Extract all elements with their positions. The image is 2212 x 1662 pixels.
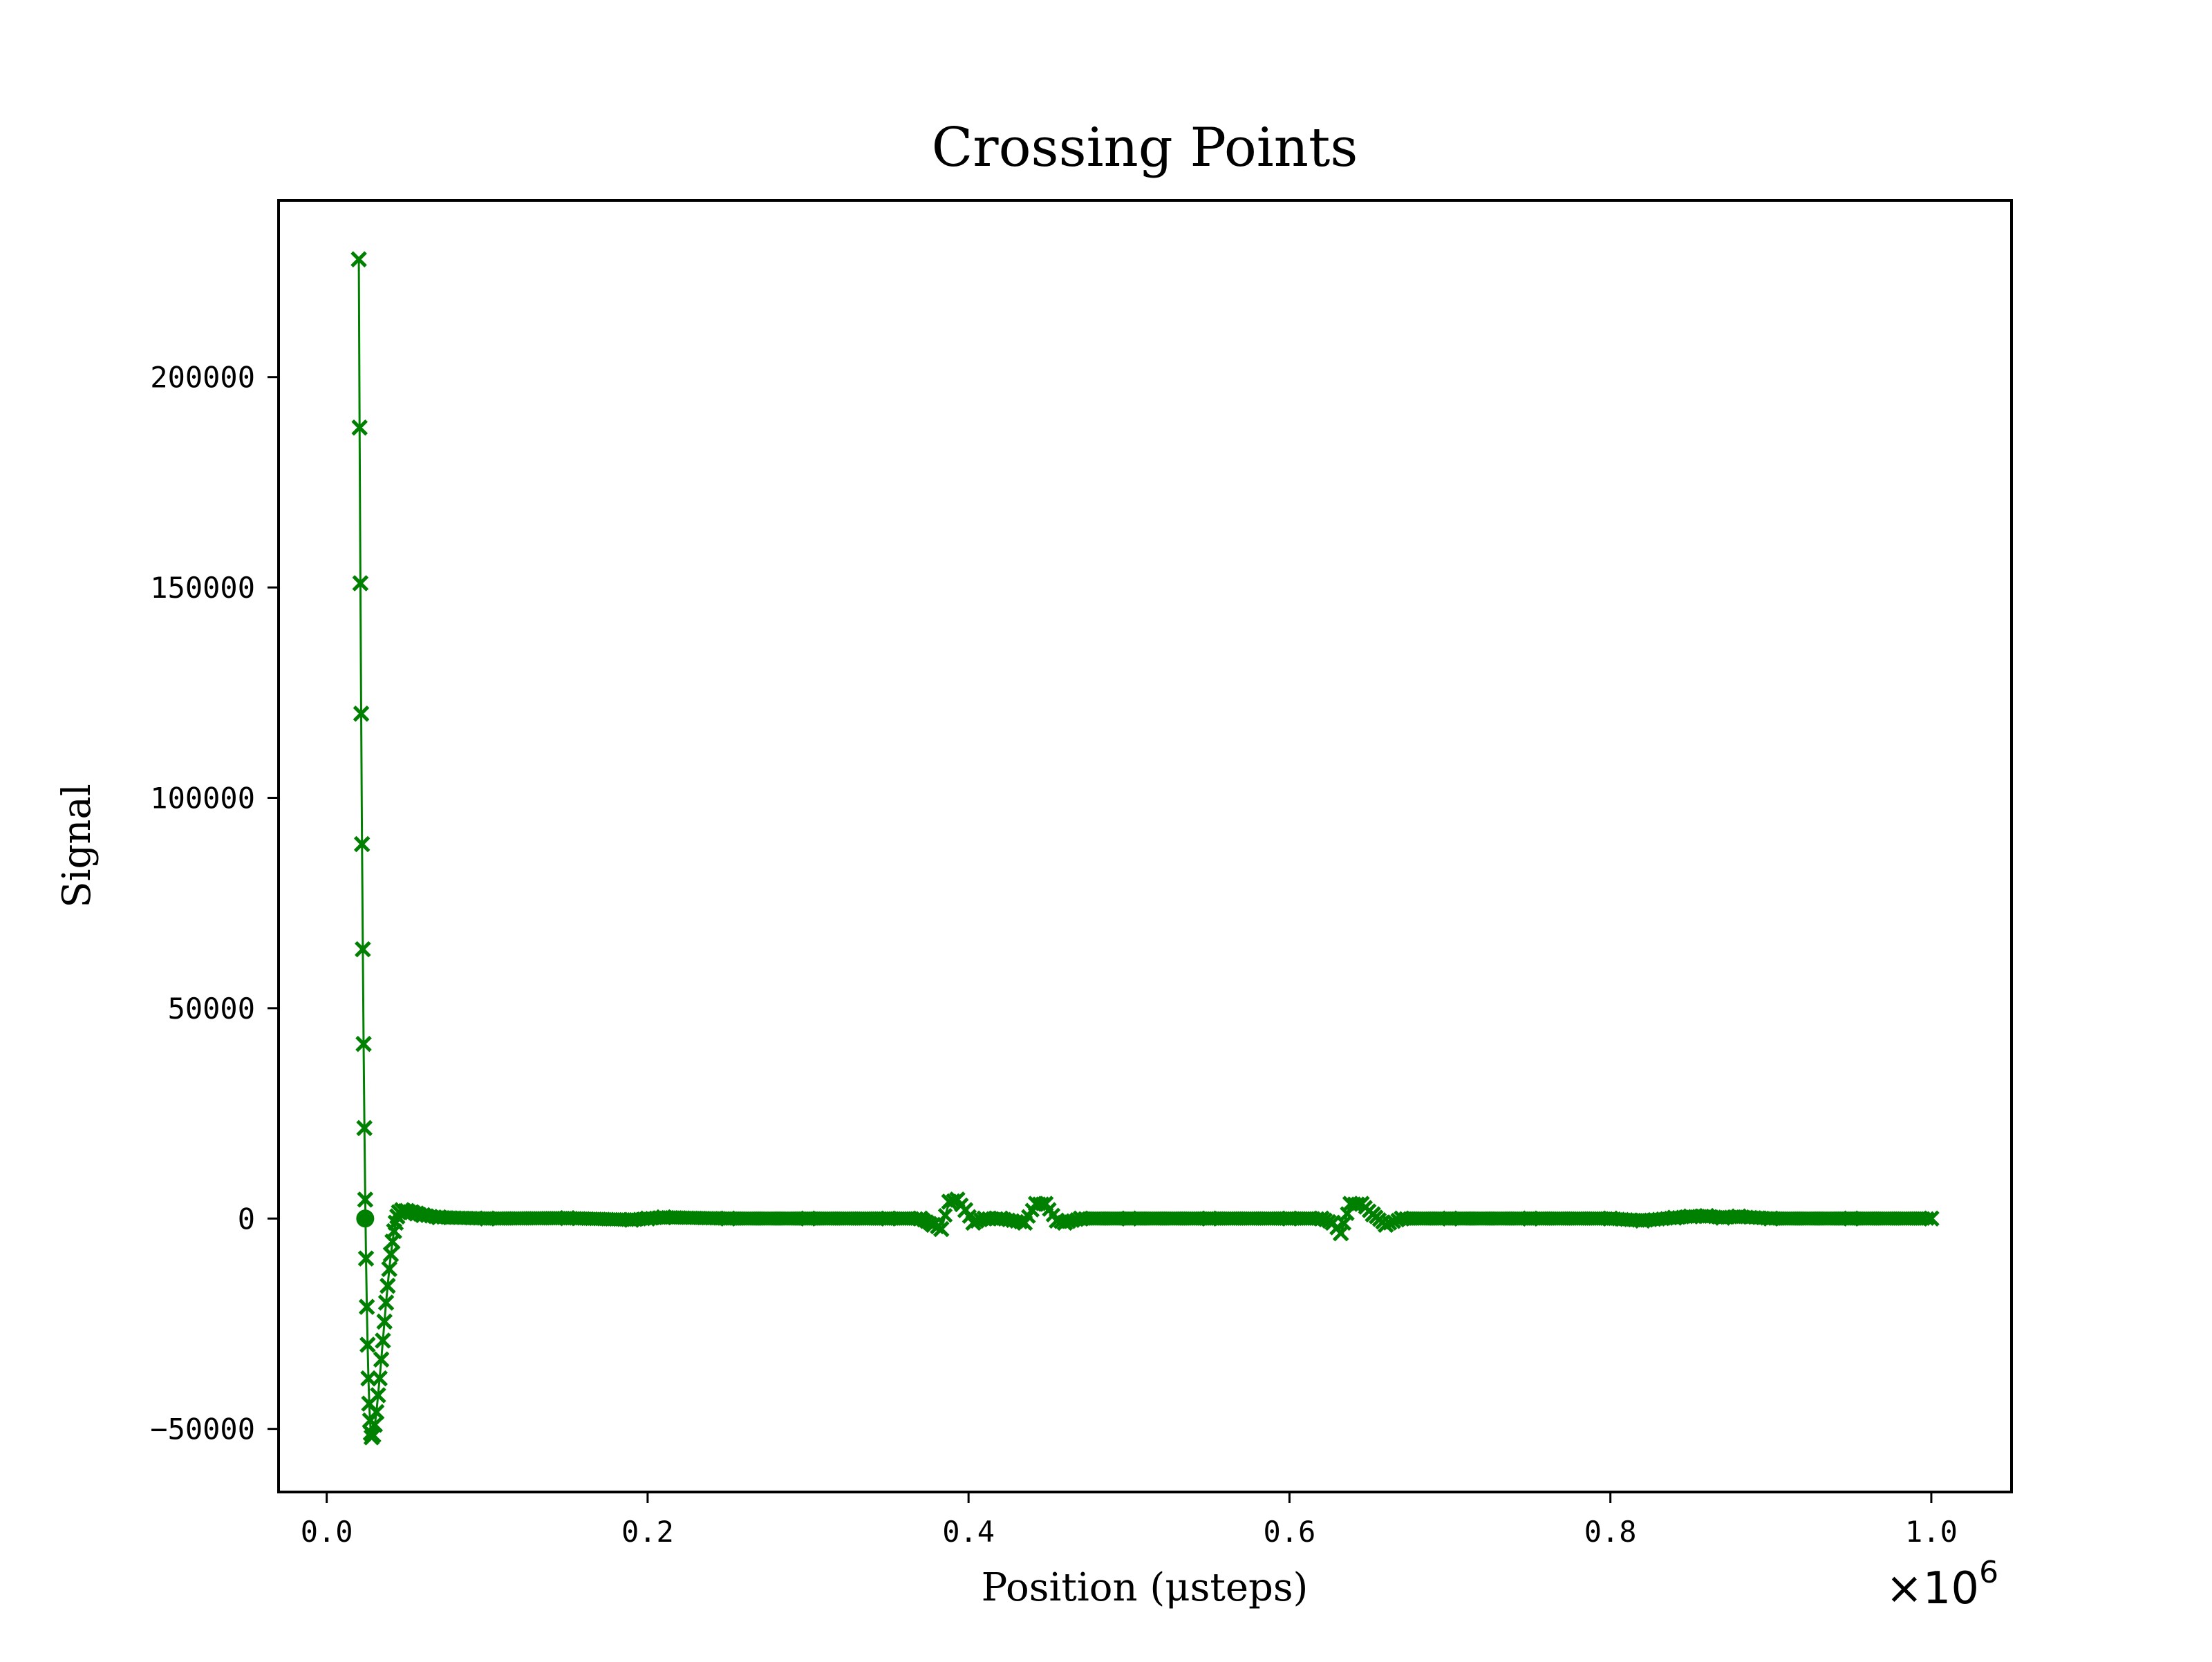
data-point [925, 1216, 941, 1234]
data-point [1332, 1225, 1349, 1242]
data-point [357, 1191, 374, 1208]
data-point [992, 1210, 1009, 1227]
data-point [965, 1214, 982, 1231]
data-point [1763, 1210, 1779, 1227]
data-point [357, 1250, 375, 1267]
data-point [976, 1210, 993, 1227]
data-point-marker [937, 1207, 953, 1223]
data-point [1365, 1206, 1381, 1222]
data-point [1602, 1210, 1619, 1227]
data-point [1313, 1210, 1330, 1227]
data-point [912, 1210, 929, 1227]
data-point [431, 1209, 447, 1226]
data-point [352, 575, 369, 592]
data-point [1281, 1210, 1298, 1227]
data-layer [350, 251, 1940, 1446]
data-point [1324, 1214, 1341, 1231]
x-axis-offset-label: ×106 [1886, 1555, 1998, 1614]
data-point [353, 835, 371, 853]
data-point [949, 1191, 966, 1208]
data-point [1634, 1212, 1651, 1229]
data-point [371, 1370, 388, 1387]
y-tick-label: 150000 [150, 571, 255, 605]
data-point [1016, 1214, 1033, 1231]
crossing-point-marker [356, 1209, 375, 1228]
x-axis-offset-exponent: 6 [1979, 1555, 1998, 1590]
x-tick-label: 0.4 [942, 1515, 995, 1549]
data-point [800, 1210, 816, 1227]
y-tick-label: 50000 [168, 992, 255, 1026]
data-point [655, 1209, 672, 1226]
data-point [1714, 1209, 1731, 1226]
x-axis-offset-base: ×10 [1886, 1563, 1979, 1614]
data-point [1072, 1210, 1089, 1227]
data-point [1056, 1214, 1074, 1231]
y-axis-label: Signal [55, 784, 100, 907]
plot-frame [277, 199, 2013, 1493]
y-tick-label: 200000 [150, 361, 255, 395]
data-point [1666, 1209, 1683, 1226]
data-point [359, 1337, 376, 1353]
chart-title: Crossing Points [932, 117, 1358, 179]
x-tick-label: 0.0 [301, 1515, 353, 1549]
data-point [639, 1210, 656, 1227]
data-point [351, 419, 368, 436]
data-point-marker [946, 1193, 961, 1209]
data-point [1923, 1210, 1940, 1227]
y-tick-label: −50000 [150, 1413, 255, 1446]
data-point [559, 1209, 576, 1227]
data-point [356, 1120, 373, 1137]
data-point [720, 1210, 736, 1227]
data-point [375, 1332, 391, 1349]
data-point [379, 1277, 396, 1294]
data-point [355, 1035, 372, 1052]
data-point [1521, 1210, 1539, 1227]
data-point [415, 1207, 431, 1224]
data-point [932, 1220, 950, 1238]
data-point [623, 1211, 640, 1228]
data-point [1377, 1216, 1394, 1234]
data-point [1121, 1210, 1138, 1227]
data-point [1201, 1210, 1218, 1227]
data-point [1843, 1210, 1859, 1227]
data-point-marker [1920, 1211, 1935, 1227]
data-point [368, 1404, 385, 1421]
y-tick-label: 100000 [150, 781, 255, 815]
data-point [377, 1294, 395, 1311]
data-point [366, 1416, 384, 1433]
data-point [1441, 1210, 1459, 1227]
data-point [880, 1210, 897, 1227]
data-point [381, 1260, 397, 1278]
data-point [376, 1313, 393, 1330]
data-point [370, 1387, 386, 1404]
data-point [382, 1246, 400, 1263]
x-tick-label: 0.8 [1584, 1515, 1637, 1549]
x-tick-label: 0.6 [1263, 1515, 1315, 1549]
data-point [373, 1351, 390, 1368]
data-point [1730, 1208, 1747, 1225]
x-tick-label: 1.0 [1905, 1515, 1958, 1549]
ticks-layer: 0.0 0.2 0.4 0.6 0.8 1.0 −50000 0 50000 100000 1500… [150, 361, 1958, 1549]
data-point [1394, 1210, 1410, 1227]
data-point [479, 1210, 496, 1227]
data-point [403, 1204, 420, 1220]
data-point [353, 705, 370, 722]
data-point [1037, 1196, 1054, 1212]
data-point [1698, 1207, 1715, 1225]
x-axis-label: Position (μsteps) [982, 1565, 1309, 1610]
data-point [350, 251, 367, 267]
x-tick-label: 0.2 [621, 1515, 674, 1549]
data-point [355, 941, 371, 958]
y-tick-label: 0 [238, 1202, 255, 1236]
data-point [1682, 1208, 1699, 1225]
data-point [358, 1299, 375, 1315]
data-point [957, 1202, 974, 1218]
